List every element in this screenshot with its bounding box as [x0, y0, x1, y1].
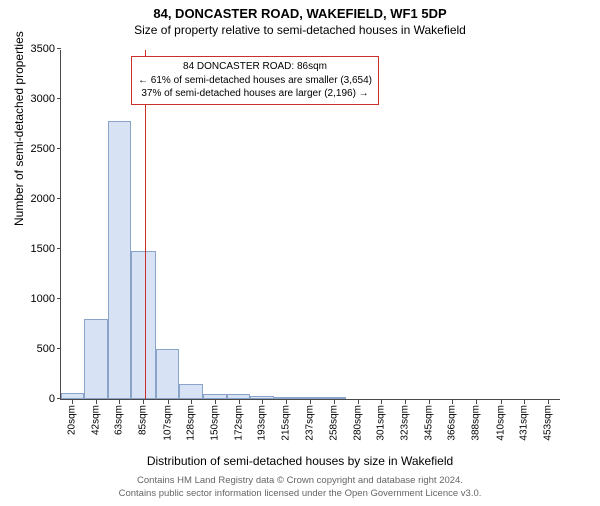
x-tick-mark — [96, 400, 97, 404]
x-tick-label: 345sqm — [424, 405, 435, 441]
x-tick-mark — [119, 400, 120, 404]
x-tick-mark — [452, 400, 453, 404]
x-tick-label: 453sqm — [542, 405, 553, 441]
x-tick-label: 280sqm — [352, 405, 363, 441]
x-tick-label: 410sqm — [495, 405, 506, 441]
attribution-footer: Contains HM Land Registry data © Crown c… — [0, 475, 600, 500]
x-tick-label: 172sqm — [234, 405, 245, 441]
histogram-bar — [108, 121, 131, 399]
x-tick-mark — [524, 400, 525, 404]
x-tick-mark — [358, 400, 359, 404]
y-tick-mark — [57, 98, 61, 99]
x-tick-label: 85sqm — [138, 405, 149, 435]
x-tick-mark — [286, 400, 287, 404]
x-axis-label: Distribution of semi-detached houses by … — [0, 454, 600, 468]
x-tick-mark — [239, 400, 240, 404]
y-axis-label: Number of semi-detached properties — [12, 31, 26, 226]
x-tick-mark — [310, 400, 311, 404]
x-tick-mark — [334, 400, 335, 404]
x-tick-mark — [72, 400, 73, 404]
x-tick-label: 237sqm — [305, 405, 316, 441]
y-tick-label: 500 — [37, 343, 61, 355]
y-tick-mark — [57, 348, 61, 349]
x-tick-mark — [168, 400, 169, 404]
x-tick-label: 20sqm — [66, 405, 77, 435]
x-tick-label: 258sqm — [328, 405, 339, 441]
histogram-bar — [156, 349, 179, 399]
chart: 050010001500200025003000350020sqm42sqm63… — [60, 50, 560, 430]
histogram-bar — [131, 251, 155, 399]
histogram-bar — [321, 397, 345, 399]
x-tick-label: 431sqm — [518, 405, 529, 441]
x-tick-label: 107sqm — [162, 405, 173, 441]
property-info-box: 84 DONCASTER ROAD: 86sqm← 61% of semi-de… — [131, 56, 379, 105]
histogram-bar — [227, 394, 250, 399]
footer-line-1: Contains HM Land Registry data © Crown c… — [0, 475, 600, 487]
y-tick-label: 2500 — [31, 143, 61, 155]
title-sub: Size of property relative to semi-detach… — [0, 23, 600, 37]
info-line-3: 37% of semi-detached houses are larger (… — [138, 87, 372, 101]
x-tick-mark — [476, 400, 477, 404]
x-tick-label: 366sqm — [447, 405, 458, 441]
x-tick-mark — [143, 400, 144, 404]
y-tick-mark — [57, 48, 61, 49]
x-tick-mark — [191, 400, 192, 404]
histogram-bar — [274, 397, 297, 399]
x-tick-label: 215sqm — [281, 405, 292, 441]
y-tick-mark — [57, 198, 61, 199]
x-tick-mark — [381, 400, 382, 404]
x-tick-label: 42sqm — [91, 405, 102, 435]
y-tick-mark — [57, 248, 61, 249]
x-tick-mark — [548, 400, 549, 404]
y-tick-label: 2000 — [31, 193, 61, 205]
histogram-bar — [203, 394, 227, 400]
x-tick-mark — [215, 400, 216, 404]
y-tick-mark — [57, 298, 61, 299]
y-tick-label: 1000 — [31, 293, 61, 305]
histogram-bar — [84, 319, 108, 399]
x-tick-label: 128sqm — [185, 405, 196, 441]
y-tick-label: 3000 — [31, 93, 61, 105]
y-tick-mark — [57, 148, 61, 149]
x-tick-label: 150sqm — [209, 405, 220, 441]
info-line-1: 84 DONCASTER ROAD: 86sqm — [138, 60, 372, 74]
x-tick-label: 388sqm — [471, 405, 482, 441]
y-tick-label: 0 — [49, 393, 61, 405]
histogram-bar — [250, 396, 274, 399]
x-tick-mark — [501, 400, 502, 404]
x-tick-mark — [405, 400, 406, 404]
histogram-bar — [61, 393, 84, 399]
histogram-bar — [179, 384, 203, 399]
y-tick-label: 1500 — [31, 243, 61, 255]
x-tick-label: 323sqm — [399, 405, 410, 441]
x-tick-label: 301sqm — [375, 405, 386, 441]
y-tick-label: 3500 — [31, 43, 61, 55]
x-tick-mark — [429, 400, 430, 404]
plot-area: 050010001500200025003000350020sqm42sqm63… — [60, 50, 560, 400]
x-tick-mark — [262, 400, 263, 404]
x-tick-label: 193sqm — [257, 405, 268, 441]
histogram-bar — [297, 397, 321, 399]
info-line-2: ← 61% of semi-detached houses are smalle… — [138, 74, 372, 88]
title-main: 84, DONCASTER ROAD, WAKEFIELD, WF1 5DP — [0, 6, 600, 21]
footer-line-2: Contains public sector information licen… — [0, 488, 600, 500]
x-tick-label: 63sqm — [114, 405, 125, 435]
